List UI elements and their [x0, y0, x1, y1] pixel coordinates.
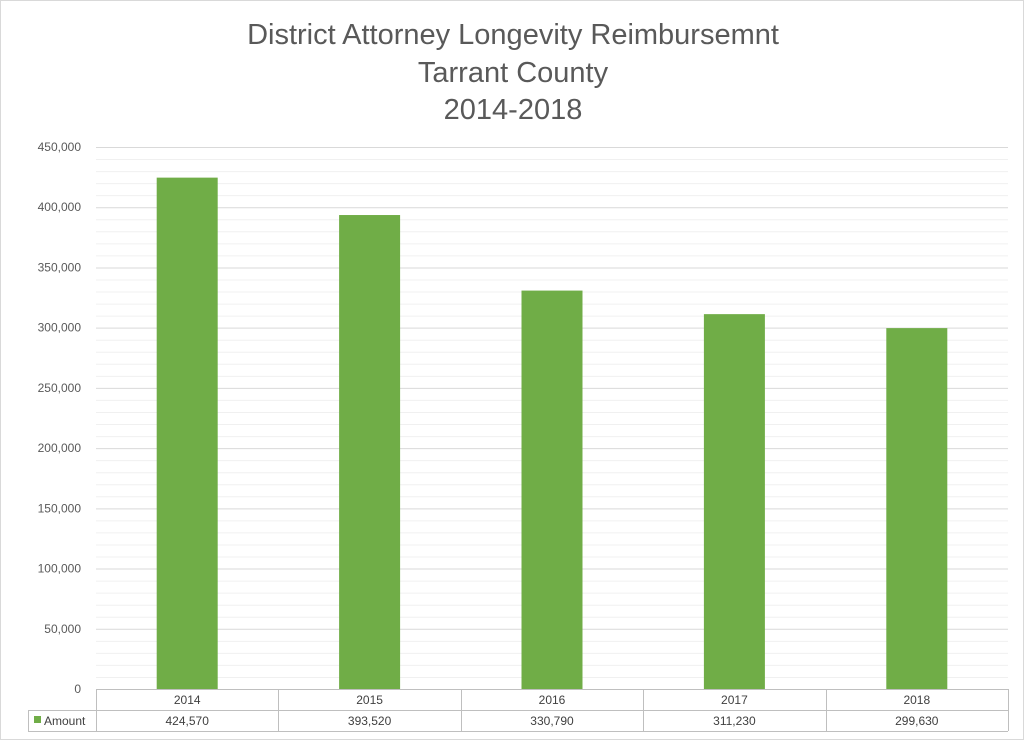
y-tick-label: 400,000 [38, 200, 82, 214]
x-category-label: 2014 [174, 693, 201, 707]
y-tick-label: 250,000 [38, 381, 82, 395]
chart-title-line-3: 2014-2018 [444, 94, 583, 126]
x-category-label: 2015 [356, 693, 383, 707]
y-tick-label: 200,000 [38, 441, 82, 455]
bar-2014 [156, 177, 218, 689]
bar-2016 [521, 290, 583, 689]
data-table-value: 299,630 [895, 714, 939, 728]
legend-label: Amount [44, 714, 86, 728]
x-category-label: 2017 [721, 693, 748, 707]
legend-swatch [34, 716, 41, 723]
y-tick-label: 300,000 [38, 321, 82, 335]
data-table-value: 424,570 [166, 714, 210, 728]
data-table-value: 311,230 [713, 714, 756, 728]
chart-title-line-2: Tarrant County [418, 57, 609, 89]
bar-2015 [339, 215, 401, 689]
y-tick-label: 50,000 [44, 622, 81, 636]
chart-title-line-1: District Attorney Longevity Reimbursemnt [247, 19, 779, 51]
x-category-label: 2016 [539, 693, 566, 707]
data-table-value: 393,520 [348, 714, 392, 728]
x-category-label: 2018 [903, 693, 930, 707]
bar-2017 [703, 314, 765, 689]
y-tick-label: 150,000 [38, 501, 82, 515]
data-table: 2014 424,570 2015 393,520 2016 330,790 2017 311… [28, 689, 1009, 732]
y-tick-label: 100,000 [38, 562, 82, 576]
data-table-value: 330,790 [530, 714, 574, 728]
y-tick-label: 350,000 [38, 260, 82, 274]
y-tick-label: 0 [74, 682, 81, 696]
y-tick-label: 450,000 [38, 140, 82, 154]
y-axis-labels: 0 50,000 100,000 150,000 200,000 250,000 300,0… [38, 140, 82, 696]
bar-2018 [886, 328, 948, 689]
bars [156, 177, 948, 689]
